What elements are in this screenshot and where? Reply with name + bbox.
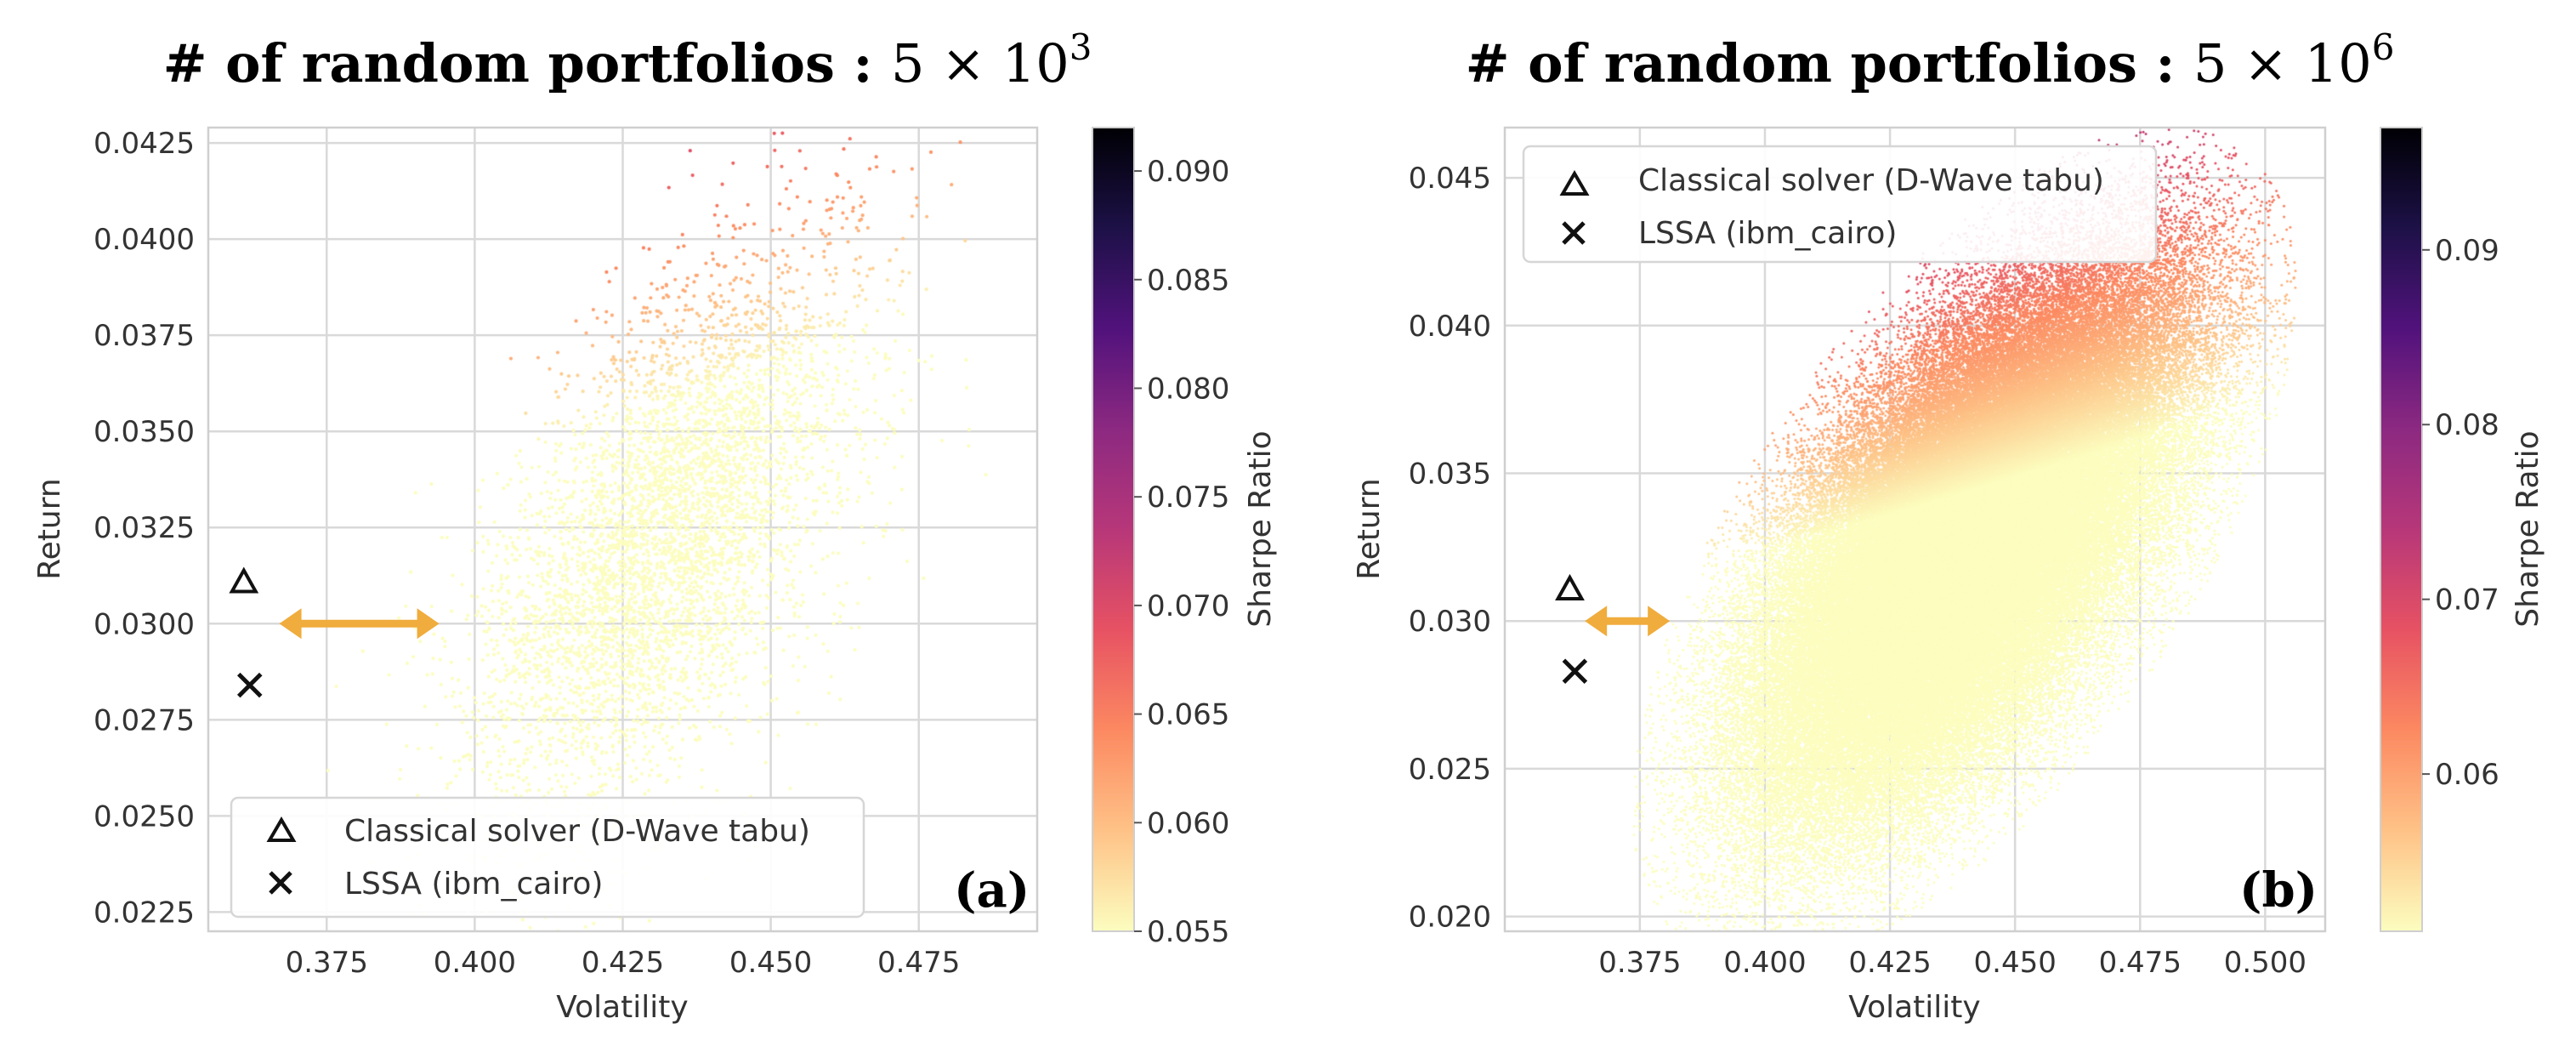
classical-solver-triangle-marker [1555,573,1585,600]
y-tick-label: 0.045 [1409,162,1491,196]
panel-a-colorbar: 0.055 0.060 0.065 0.070 0.075 0.080 0.085 0.090… [1092,127,1278,949]
panel-a-title-mantissa: 5 × 10 [891,32,1070,94]
panel-a-title: # of random portfolios : 5 × 103 [163,26,1092,94]
colorbar-tick-label: 0.07 [2435,583,2499,617]
x-tick-label: 0.450 [729,946,812,980]
x-tick-label: 0.425 [1848,946,1931,980]
panel-a-colorbar-bar [1092,127,1135,932]
x-tick-label: 0.450 [1974,946,2057,980]
panel-b-double-arrow [1585,606,1671,637]
panel-b-legend-x-icon [1562,221,1586,245]
panel-a-label: (a) [954,862,1030,919]
y-tick-label: 0.030 [1409,605,1491,639]
panel-b-title-mantissa: 5 × 10 [2193,32,2372,94]
y-tick-label: 0.020 [1409,901,1491,935]
panel-a-title-exponent: 3 [1070,26,1092,68]
panel-a-y-ticks: 0.0225 0.0250 0.0275 0.0300 0.0325 0.0350 0.03… [94,127,195,930]
panel-b-colorbar-ticks: 0.06 0.07 0.08 0.09 [2422,234,2499,792]
panel-a-ylabel: Return [32,478,67,579]
panel-a-plot-area: 0.375 0.400 0.425 0.450 0.475 0.02250.02500.… [32,126,1039,1025]
panel-a-double-arrow [279,608,440,640]
colorbar-tick-label: 0.060 [1147,806,1229,840]
panel-b-title-exponent: 6 [2372,26,2395,68]
y-tick-label: 0.0325 [94,511,195,545]
panel-a: # of random portfolios : 5 × 103 0.375 0.… [32,26,1278,1025]
colorbar-tick-label: 0.090 [1147,155,1229,189]
y-tick-label: 0.025 [1409,753,1491,787]
panel-b-title-prefix: # of random portfolios : [1466,32,2193,94]
colorbar-tick-label: 0.085 [1147,264,1229,298]
colorbar-tick-label: 0.055 [1147,915,1229,949]
y-tick-label: 0.040 [1409,310,1491,344]
panel-b-markers [1555,573,1588,685]
x-tick-label: 0.500 [2224,946,2306,980]
y-tick-label: 0.0425 [94,127,195,161]
arrow-head-left [1585,606,1608,637]
panel-b-frame [1503,126,2327,933]
colorbar-tick-label: 0.06 [2435,758,2499,792]
panel-a-legend-box [230,796,865,919]
panel-b: # of random portfolios : 5 × 106 0.375 0.… [1352,26,2545,1025]
arrow-head-right [417,608,440,640]
panel-b-plot-area: 0.375 0.400 0.425 0.450 0.475 0.500 0.0200.02… [1352,126,2327,1025]
panel-a-legend-x-icon [269,871,292,895]
lssa-x-marker [1562,658,1588,685]
panel-a-xlabel: Volatility [556,990,688,1025]
panel-b-colorbar: 0.06 0.07 0.08 0.09 Sharpe Ratio [2380,127,2545,932]
panel-a-x-ticks: 0.375 0.400 0.425 0.450 0.475 [286,946,961,980]
y-tick-label: 0.0250 [94,799,195,833]
panel-b-y-ticks: 0.020 0.025 0.030 0.035 0.040 0.045 [1409,162,1491,935]
panel-a-markers [229,566,263,698]
colorbar-tick-label: 0.065 [1147,698,1229,732]
panel-a-frame [207,126,1039,933]
y-tick-label: 0.0375 [94,319,195,353]
panel-a-colorbar-label: Sharpe Ratio [1243,430,1278,627]
y-tick-label: 0.0400 [94,223,195,257]
panel-b-xlabel: Volatility [1848,990,1980,1025]
y-tick-label: 0.035 [1409,457,1491,491]
x-tick-label: 0.400 [434,946,516,980]
x-tick-label: 0.400 [1723,946,1806,980]
x-tick-label: 0.475 [2099,946,2182,980]
y-tick-label: 0.0225 [94,896,195,930]
classical-solver-triangle-marker [229,566,259,594]
panel-a-legend-triangle-icon [266,816,297,842]
arrow-head-left [279,608,302,640]
panel-b-legend-box [1522,145,2158,264]
panel-b-label: (b) [2239,862,2318,919]
panel-a-legend: Classical solver (D-Wave tabu) LSSA (ibm… [230,796,865,919]
arrow-head-right [1648,606,1671,637]
panel-b-colorbar-bar [2380,127,2423,932]
colorbar-tick-label: 0.08 [2435,408,2499,442]
x-tick-label: 0.375 [286,946,368,980]
panel-a-title-prefix: # of random portfolios : [163,32,891,94]
colorbar-tick-label: 0.080 [1147,372,1229,406]
y-tick-label: 0.0300 [94,607,195,641]
lssa-x-marker [236,672,263,698]
panel-b-ylabel: Return [1352,478,1387,579]
panel-a-colorbar-ticks: 0.055 0.060 0.065 0.070 0.075 0.080 0.085 0.090 [1134,155,1229,949]
x-tick-label: 0.425 [582,946,664,980]
panel-a-legend-label-classical: Classical solver (D-Wave tabu) [344,814,810,849]
colorbar-tick-label: 0.09 [2435,234,2499,268]
panel-b-legend-label-lssa: LSSA (ibm_cairo) [1638,216,1897,251]
panel-b-title: # of random portfolios : 5 × 106 [1466,26,2395,94]
colorbar-tick-label: 0.075 [1147,481,1229,515]
x-tick-label: 0.375 [1598,946,1681,980]
panel-b-legend: Classical solver (D-Wave tabu) LSSA (ibm… [1522,145,2158,264]
panel-b-legend-label-classical: Classical solver (D-Wave tabu) [1638,163,2104,198]
panel-b-legend-triangle-icon [1559,170,1590,196]
colorbar-tick-label: 0.070 [1147,589,1229,623]
y-tick-label: 0.0350 [94,415,195,449]
panel-a-legend-label-lssa: LSSA (ibm_cairo) [344,867,603,902]
x-tick-label: 0.475 [877,946,960,980]
y-tick-label: 0.0275 [94,703,195,737]
panel-b-x-ticks: 0.375 0.400 0.425 0.450 0.475 0.500 [1598,946,2306,980]
panel-b-colorbar-label: Sharpe Ratio [2511,430,2545,627]
